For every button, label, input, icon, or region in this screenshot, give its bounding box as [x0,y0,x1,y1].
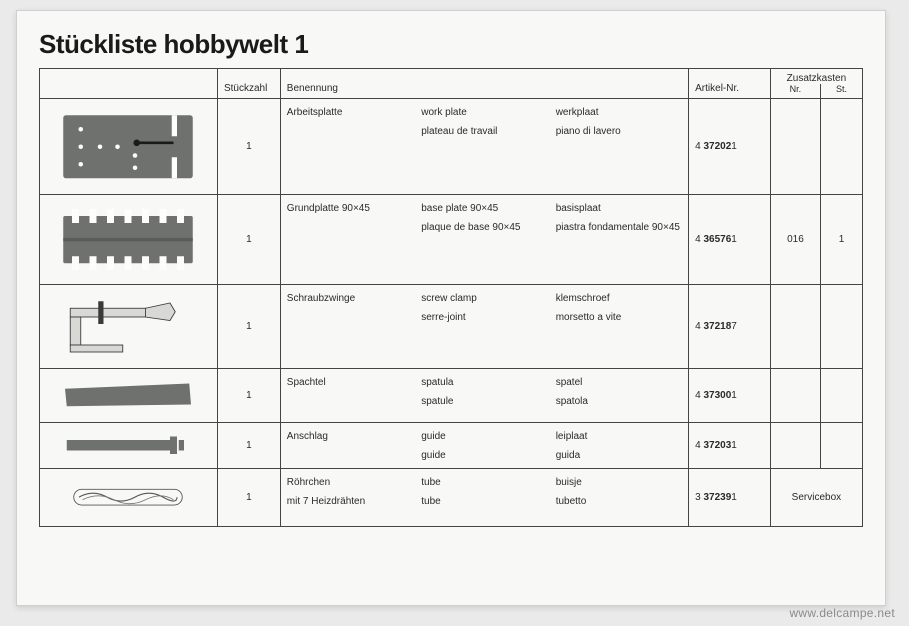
benennung-cell: Schraubzwinge screw clamp klemschroef serre… [280,285,688,369]
artikel-cell: 3 372391 [689,469,771,527]
zusatzkasten-nr-cell [770,423,820,469]
zusatzkasten-st-cell [821,285,863,369]
part-image-cell [40,369,218,423]
name-en: spatula [421,377,547,388]
name-nl: basisplaat [556,203,682,214]
qty-cell: 1 [217,423,280,469]
name-de: Grundplatte 90×45 [287,203,413,214]
zusatzkasten-span-cell: Servicebox [770,469,862,527]
qty-cell: 1 [217,285,280,369]
benennung-cell: Arbeitsplatte work plate werkplaat plateau … [280,99,688,195]
name-de: Arbeitsplatte [287,107,413,118]
name-en: work plate [421,107,547,118]
name-de: Schraubzwinge [287,293,413,304]
artikel-cell: 4 372187 [689,285,771,369]
zusatzkasten-nr-cell: 016 [770,195,820,285]
name-it: piano di lavero [556,126,682,137]
part-image-cell [40,423,218,469]
th-stueckzahl: Stückzahl [217,69,280,99]
table-body: 1 Arbeitsplatte work plate werkplaat plateau… [40,99,863,527]
part-image-cell [40,469,218,527]
table-row: 1 Grundplatte 90×45 base plate 90×45 basisp… [40,195,863,285]
name-nl: buisje [556,477,682,488]
table-row: 1 Anschlag guide leiplaat guide guida 4 372031 [40,423,863,469]
name-fr: spatule [421,396,547,407]
table-row: 1 Arbeitsplatte work plate werkplaat plateau… [40,99,863,195]
table-row: 1 Schraubzwinge screw clamp klemschroef serr… [40,285,863,369]
zusatzkasten-nr-cell [770,99,820,195]
qty-cell: 1 [217,195,280,285]
name-it: spatola [556,396,682,407]
benennung-cell: Grundplatte 90×45 base plate 90×45 basispl… [280,195,688,285]
name-de: Röhrchen [287,477,413,488]
name-it: guida [556,450,682,461]
th-artikel: Artikel-Nr. [689,69,771,99]
table-head: Stückzahl Benennung Artikel-Nr. Zusatzka… [40,69,863,99]
name-it: tubetto [556,496,682,507]
artikel-cell: 4 373001 [689,369,771,423]
name-it: piastra fondamentale 90×45 [556,222,682,233]
name-de-2: mit 7 Heizdrähten [287,496,413,507]
name-de: Spachtel [287,377,413,388]
benennung-cell: Röhrchen tube buisje mit 7 Heizdrähten tubet… [280,469,688,527]
name-it: morsetto a vite [556,312,682,323]
name-nl: spatel [556,377,682,388]
artikel-cell: 4 372031 [689,423,771,469]
name-en: tube [421,477,547,488]
qty-cell: 1 [217,469,280,527]
name-fr: plaque de base 90×45 [421,222,547,233]
th-zk-st: St. [821,84,863,99]
zusatzkasten-st-cell: 1 [821,195,863,285]
th-zusatzkasten: Zusatzkasten [770,69,862,85]
table-row: 1 Spachtel spatula spatel spatule spatola 4 37… [40,369,863,423]
artikel-cell: 4 365761 [689,195,771,285]
part-image-cell [40,285,218,369]
name-fr: serre-joint [421,312,547,323]
part-image-cell [40,99,218,195]
zusatzkasten-st-cell [821,99,863,195]
page-title: Stückliste hobbywelt 1 [39,29,863,68]
name-fr: tube [421,496,547,507]
parts-table: Stückzahl Benennung Artikel-Nr. Zusatzka… [39,68,863,527]
part-image-cell [40,195,218,285]
scan-page: Stückliste hobbywelt 1 Stückzahl Benennu… [16,10,886,606]
benennung-cell: Spachtel spatula spatel spatule spatola [280,369,688,423]
qty-cell: 1 [217,369,280,423]
artikel-cell: 4 372021 [689,99,771,195]
name-nl: werkplaat [556,107,682,118]
zusatzkasten-nr-cell [770,285,820,369]
zusatzkasten-st-cell [821,423,863,469]
th-benennung: Benennung [280,69,688,99]
qty-cell: 1 [217,99,280,195]
th-zk-nr: Nr. [770,84,820,99]
name-fr: plateau de travail [421,126,547,137]
zusatzkasten-nr-cell [770,369,820,423]
name-en: base plate 90×45 [421,203,547,214]
table-row: 1 Röhrchen tube buisje mit 7 Heizdrähten tube… [40,469,863,527]
name-en: screw clamp [421,293,547,304]
page-inner: Stückliste hobbywelt 1 Stückzahl Benennu… [39,29,863,593]
name-fr: guide [421,450,547,461]
th-image [40,69,218,99]
benennung-cell: Anschlag guide leiplaat guide guida [280,423,688,469]
zusatzkasten-st-cell [821,369,863,423]
watermark: www.delcampe.net [789,606,895,620]
name-en: guide [421,431,547,442]
name-nl: klemschroef [556,293,682,304]
name-de: Anschlag [287,431,413,442]
name-nl: leiplaat [556,431,682,442]
